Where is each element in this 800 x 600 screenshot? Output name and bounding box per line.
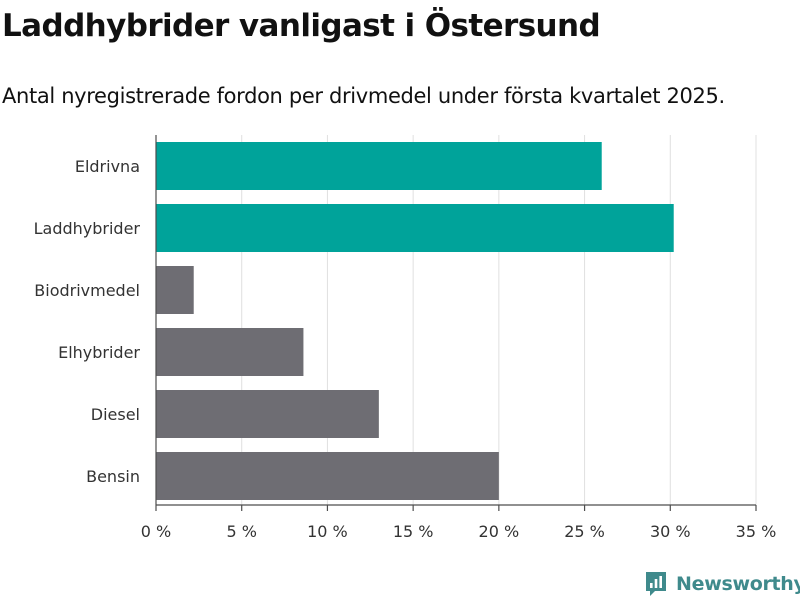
- chart-title: Laddhybrider vanligast i Östersund: [2, 8, 601, 44]
- bar: [156, 452, 499, 500]
- newsworthy-logo-icon: [646, 572, 666, 596]
- brand-name: Newsworthy: [676, 573, 800, 595]
- brand-logo: Newsworthy: [644, 569, 800, 599]
- x-tick-label: 0 %: [141, 522, 171, 541]
- x-tick-label: 35 %: [736, 522, 777, 541]
- axes: [155, 135, 757, 511]
- x-tick-label: 30 %: [650, 522, 691, 541]
- category-label: Elhybrider: [58, 343, 140, 362]
- bars: [156, 142, 674, 500]
- category-label: Eldrivna: [75, 157, 140, 176]
- bar: [156, 390, 379, 438]
- x-tick-label: 15 %: [393, 522, 434, 541]
- bar: [156, 266, 194, 314]
- x-tick-label: 20 %: [479, 522, 520, 541]
- x-tick-labels: 0 % 5 % 10 % 15 % 20 % 25 % 30 % 35 %: [141, 522, 777, 541]
- bar: [156, 328, 304, 376]
- grid-lines: [241, 135, 757, 505]
- category-label: Biodrivmedel: [34, 281, 140, 300]
- category-label: Bensin: [86, 467, 140, 486]
- x-tick-label: 10 %: [307, 522, 348, 541]
- x-tick-label: 25 %: [564, 522, 605, 541]
- x-tick-label: 5 %: [226, 522, 256, 541]
- bar: [156, 142, 602, 190]
- category-labels: Eldrivna Laddhybrider Biodrivmedel Elhybrid…: [34, 157, 141, 486]
- category-label: Laddhybrider: [34, 219, 141, 238]
- category-label: Diesel: [91, 405, 140, 424]
- bar: [156, 204, 674, 252]
- chart-subtitle: Antal nyregistrerade fordon per drivmede…: [2, 84, 725, 108]
